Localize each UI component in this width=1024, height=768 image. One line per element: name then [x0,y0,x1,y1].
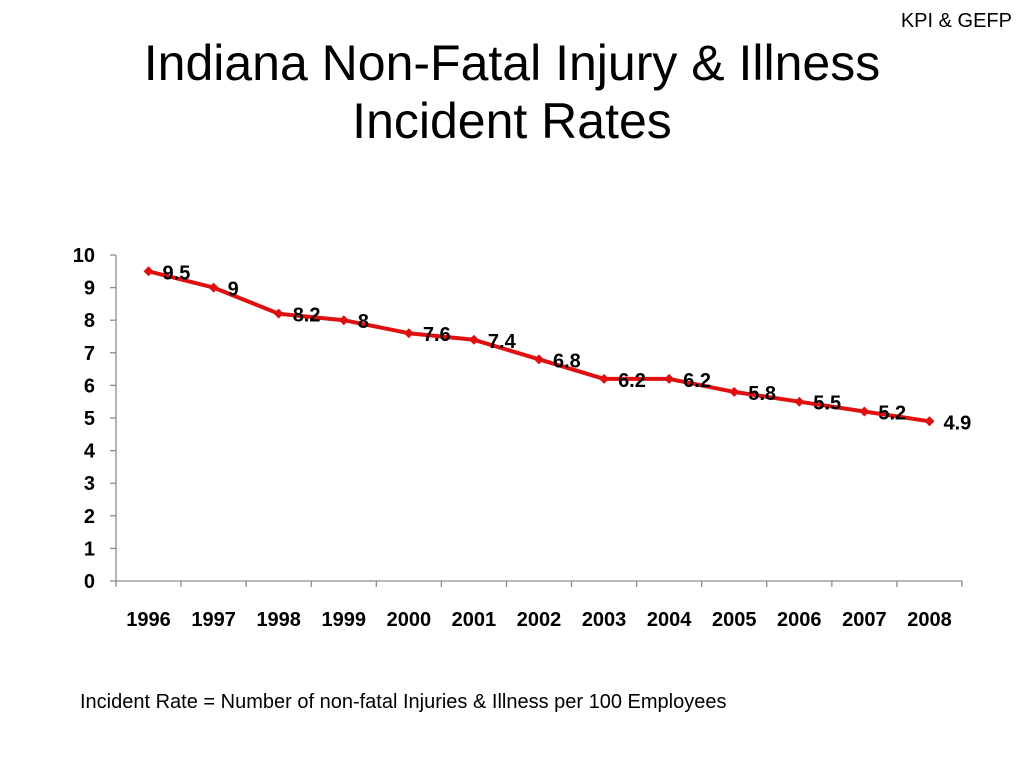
slide-title-line-1: Indiana Non-Fatal Injury & Illness [143,35,881,91]
data-point-marker [599,373,610,384]
slide-title: Indiana Non-Fatal Injury & Illness Incid… [0,34,1024,150]
slide-title-line-2: Incident Rates [352,93,672,149]
data-label: 5.8 [748,383,776,405]
x-tick-label: 2007 [842,609,887,631]
data-label: 6.8 [553,350,581,372]
data-point-marker [534,354,544,365]
data-label: 4.9 [943,412,971,434]
data-label: 9 [228,279,239,301]
x-tick-label: 1997 [191,609,236,631]
data-point-marker [924,416,935,427]
x-tick-label: 2001 [452,609,497,631]
data-point-marker [273,308,284,319]
data-point-marker [729,386,740,397]
x-tick-label: 2000 [387,609,432,631]
data-label: 9.5 [163,262,191,284]
x-tick-label: 1996 [126,609,171,631]
x-tick-label: 2002 [517,609,562,631]
data-point-marker [403,328,414,339]
x-tick-label: 2005 [712,609,757,631]
y-tick-label: 5 [84,408,95,430]
x-tick-label: 1999 [322,609,367,631]
footnote: Incident Rate = Number of non-fatal Inju… [80,691,727,713]
data-point-marker [143,266,154,277]
data-point-marker [338,315,349,326]
y-tick-label: 9 [84,278,95,300]
data-point-marker [664,373,675,384]
y-tick-label: 10 [73,245,95,267]
data-point-marker [859,406,870,417]
data-label: 5.5 [813,393,841,415]
y-tick-label: 6 [84,375,95,397]
x-tick-label: 2006 [777,609,822,631]
y-tick-label: 1 [84,538,95,560]
y-tick-label: 3 [84,473,95,495]
data-point-marker [208,282,219,293]
data-point-marker [794,396,805,407]
y-tick-label: 8 [84,310,95,332]
corner-label: KPI & GEFP [900,10,1012,32]
y-tick-label: 4 [84,441,96,463]
x-tick-label: 1998 [256,609,301,631]
data-point-marker [468,334,479,345]
data-label: 8.2 [293,305,321,327]
data-label: 6.2 [618,370,646,392]
data-label: 8 [358,311,369,333]
y-tick-label: 7 [84,343,95,365]
data-label: 7.6 [423,324,451,346]
data-label: 6.2 [683,370,711,392]
x-tick-label: 2003 [582,609,627,631]
y-tick-label: 0 [84,571,95,593]
data-label: 7.4 [488,331,517,353]
x-tick-label: 2004 [647,609,692,631]
data-label: 5.2 [878,402,906,424]
y-tick-label: 2 [84,506,95,528]
x-tick-label: 2008 [907,609,952,631]
